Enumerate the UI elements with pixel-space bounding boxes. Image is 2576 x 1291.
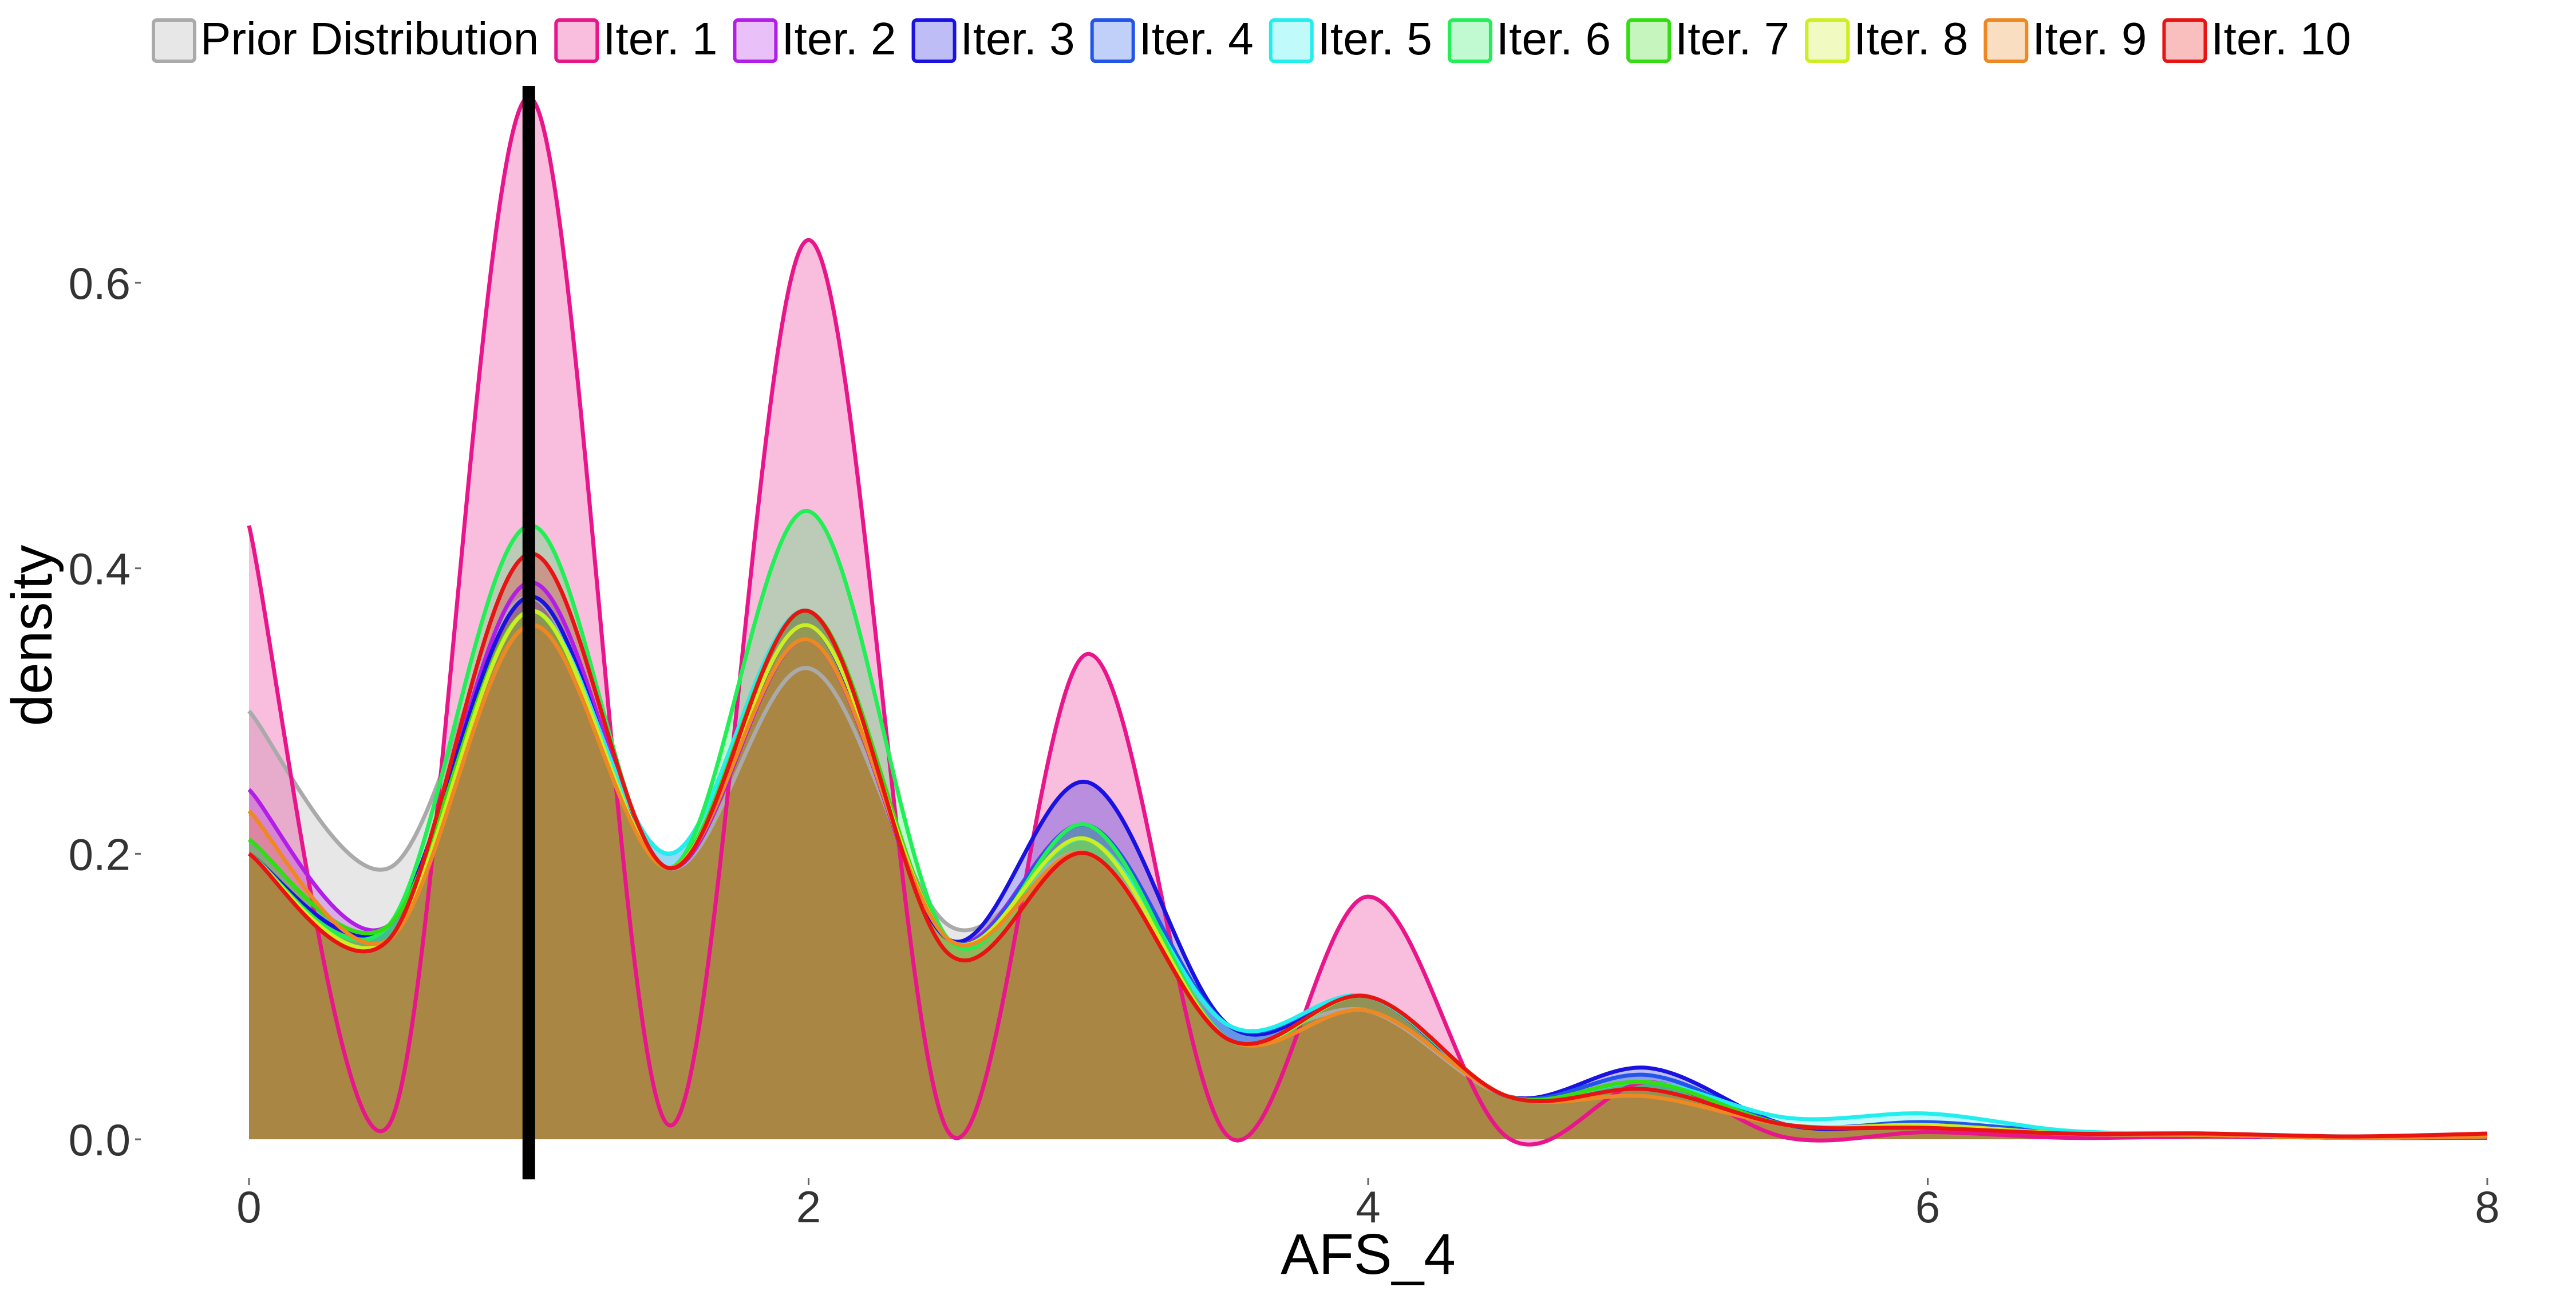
plot-lines [247, 95, 2488, 1147]
legend-label: Iter. 5 [1318, 13, 1432, 64]
legend: Prior Distribution Iter. 1 Iter. 2 Iter. 3 I… [152, 13, 2351, 64]
area-iter-4 [249, 610, 2487, 1139]
x-tick-label: 8 [2475, 1182, 2499, 1232]
x-tick-label: 2 [796, 1182, 821, 1232]
legend-item-iter-1: Iter. 1 [554, 13, 717, 64]
legend-swatch [1447, 18, 1492, 63]
plot-areas [249, 97, 2487, 1145]
legend-swatch [733, 18, 778, 63]
area-iter-1 [249, 97, 2487, 1145]
legend-item-prior-distribution: Prior Distribution [152, 13, 539, 64]
legend-swatch [554, 18, 599, 63]
legend-swatch [152, 18, 196, 63]
area-iter-9 [249, 625, 2487, 1139]
y-axis-title: density [0, 545, 64, 727]
legend-label: Iter. 8 [1854, 13, 1968, 64]
legend-swatch [2162, 18, 2207, 63]
legend-swatch [911, 18, 957, 63]
area-iter-10 [249, 554, 2487, 1139]
legend-label: Prior Distribution [200, 13, 539, 64]
legend-label: Iter. 1 [603, 13, 717, 64]
area-iter-2 [249, 582, 2487, 1139]
legend-label: Iter. 2 [781, 13, 896, 64]
x-tick-label: 4 [1356, 1182, 1380, 1232]
area-prior-distribution [249, 597, 2487, 1139]
legend-label: Iter. 6 [1496, 13, 1611, 64]
axes: 0 2 4 6 8 0.0 0.2 0.4 0.6 [69, 258, 2500, 1232]
legend-item-iter-9: Iter. 9 [1984, 13, 2147, 64]
legend-swatch [1626, 18, 1672, 63]
legend-item-iter-6: Iter. 6 [1447, 13, 1611, 64]
legend-swatch [1090, 18, 1135, 63]
x-tick-label: 6 [1915, 1182, 1940, 1232]
y-tick-label: 0.0 [69, 1115, 131, 1165]
area-iter-7 [249, 610, 2487, 1139]
line-iter-1 [247, 95, 2488, 1147]
x-tick-label: 0 [236, 1182, 261, 1232]
legend-label: Iter. 9 [2032, 13, 2147, 64]
legend-item-iter-10: Iter. 10 [2162, 13, 2351, 64]
area-iter-5 [249, 610, 2487, 1139]
line-iter-10 [248, 552, 2488, 1139]
legend-label: Iter. 7 [1675, 13, 1789, 64]
area-iter-3 [249, 597, 2487, 1139]
legend-swatch [1984, 18, 2029, 63]
legend-label: Iter. 10 [2211, 13, 2351, 64]
legend-item-iter-7: Iter. 7 [1626, 13, 1789, 64]
legend-item-iter-8: Iter. 8 [1805, 13, 1968, 64]
legend-swatch [1269, 18, 1314, 63]
y-tick-label: 0.4 [69, 544, 131, 594]
legend-item-iter-2: Iter. 2 [733, 13, 896, 64]
legend-item-iter-4: Iter. 4 [1090, 13, 1254, 64]
y-tick-label: 0.6 [69, 258, 131, 309]
x-axis-title: AFS_4 [1281, 1222, 1456, 1286]
legend-item-iter-3: Iter. 3 [911, 13, 1075, 64]
y-tick-label: 0.2 [69, 829, 131, 879]
legend-item-iter-5: Iter. 5 [1269, 13, 1432, 64]
area-iter-8 [249, 610, 2487, 1139]
legend-label: Iter. 3 [961, 13, 1075, 64]
legend-swatch [1805, 18, 1850, 63]
legend-label: Iter. 4 [1139, 13, 1254, 64]
